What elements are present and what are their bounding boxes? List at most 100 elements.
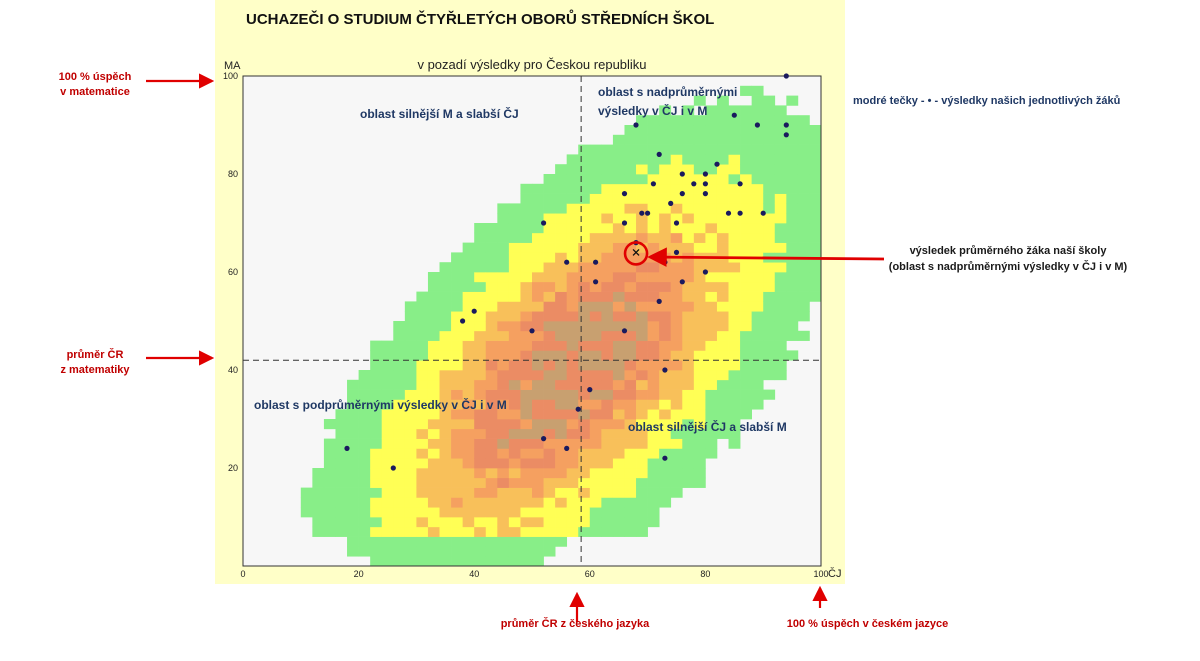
heat-cell xyxy=(497,370,510,381)
heat-cell xyxy=(612,301,625,312)
heat-cell xyxy=(416,438,429,449)
note-cj-mean: průměr ČR z českého jazyka xyxy=(500,618,650,630)
heat-cell xyxy=(462,379,475,390)
heat-cell xyxy=(555,193,568,204)
heat-cell xyxy=(451,330,463,341)
heat-cell xyxy=(670,164,683,175)
heat-cell xyxy=(728,438,741,449)
heat-cell xyxy=(716,144,729,155)
heat-cell xyxy=(728,144,741,155)
heat-cell xyxy=(601,193,614,204)
heat-cell xyxy=(693,232,706,243)
heat-cell xyxy=(543,183,556,194)
heat-cell xyxy=(728,370,741,381)
heat-cell xyxy=(543,301,556,312)
heat-cell xyxy=(439,340,452,351)
heat-cell xyxy=(427,419,440,430)
heat-cell xyxy=(508,536,521,547)
heat-cell xyxy=(532,546,544,557)
heat-cell xyxy=(601,291,614,302)
heat-cell xyxy=(797,144,810,155)
heat-cell xyxy=(763,291,776,302)
heat-cell xyxy=(682,301,695,312)
heat-cell xyxy=(555,389,568,400)
heat-cell xyxy=(589,428,602,439)
heat-cell xyxy=(474,252,487,263)
heat-cell xyxy=(520,409,533,420)
heat-cell xyxy=(358,428,371,439)
heat-cell xyxy=(728,321,741,332)
heat-cell xyxy=(693,468,706,479)
heat-cell xyxy=(612,477,625,488)
heat-cell xyxy=(520,252,533,263)
heat-cell xyxy=(462,458,475,469)
heat-cell xyxy=(636,419,648,430)
heat-cell xyxy=(439,370,452,381)
heat-cell xyxy=(543,517,556,528)
student-dot xyxy=(702,171,709,177)
heat-cell xyxy=(393,419,406,430)
heat-cell xyxy=(393,330,406,341)
heat-cell xyxy=(474,546,487,557)
heat-cell xyxy=(670,291,683,302)
heat-cell xyxy=(474,507,487,518)
heat-cell xyxy=(335,458,348,469)
heat-cell xyxy=(347,546,359,557)
heat-cell xyxy=(543,448,556,459)
heat-cell xyxy=(670,370,683,381)
heat-cell xyxy=(543,389,556,400)
heat-cell xyxy=(647,389,660,400)
heat-cell xyxy=(578,242,591,253)
heat-cell xyxy=(485,517,498,528)
heat-cell xyxy=(566,448,579,459)
heat-cell xyxy=(659,350,672,361)
heat-cell xyxy=(404,330,417,341)
heat-cell xyxy=(659,125,672,136)
heat-cell xyxy=(578,301,591,312)
heat-cell xyxy=(624,281,637,292)
heat-cell xyxy=(624,134,637,145)
heat-cell xyxy=(555,438,568,449)
heat-cell xyxy=(543,379,556,390)
heat-cell xyxy=(763,272,776,283)
heat-cell xyxy=(636,428,648,439)
heat-cell xyxy=(601,340,614,351)
heat-cell xyxy=(601,203,614,214)
heat-cell xyxy=(508,379,521,390)
heat-cell xyxy=(404,497,417,508)
heat-cell xyxy=(543,458,556,469)
heat-cell xyxy=(347,507,359,518)
heat-cell xyxy=(659,330,672,341)
heat-cell xyxy=(520,546,533,557)
heat-cell xyxy=(809,134,822,145)
axis-ticks: 0 20 40 60 80 100 20 40 60 80 100 xyxy=(223,71,829,579)
student-dot xyxy=(783,73,789,79)
heat-cell xyxy=(520,272,533,283)
heat-cell xyxy=(532,183,544,194)
heat-cell xyxy=(451,370,463,381)
heat-cell xyxy=(439,389,452,400)
heat-cell xyxy=(659,340,672,351)
heat-cell xyxy=(451,340,463,351)
heat-cell xyxy=(601,360,614,371)
heat-cell xyxy=(809,281,822,292)
note-math-max-line1: 100 % úspěch xyxy=(58,71,132,83)
heat-cell xyxy=(763,360,776,371)
heat-cell xyxy=(670,399,683,410)
heat-cell xyxy=(555,458,568,469)
heat-cell xyxy=(740,291,752,302)
heat-cell xyxy=(451,487,463,498)
heat-cell xyxy=(555,448,568,459)
heat-cell xyxy=(682,340,695,351)
heat-cell xyxy=(705,419,718,430)
heat-cell xyxy=(670,360,683,371)
heat-cell xyxy=(647,232,660,243)
heat-cell xyxy=(439,272,452,283)
heat-cell xyxy=(647,360,660,371)
heat-cell xyxy=(659,497,672,508)
heat-cell xyxy=(797,242,810,253)
heat-cell xyxy=(335,477,348,488)
heat-cell xyxy=(439,281,452,292)
heat-cell xyxy=(578,223,591,234)
heat-cell xyxy=(439,477,452,488)
